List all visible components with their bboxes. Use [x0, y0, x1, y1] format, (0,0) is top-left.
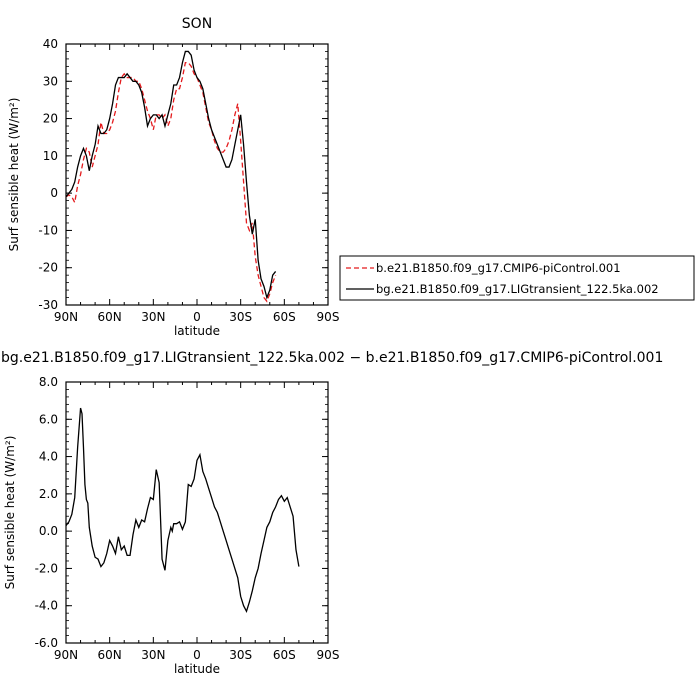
series-line-0	[65, 407, 300, 614]
y-tick-label: -20	[38, 261, 58, 275]
y-tick-label: 6.0	[39, 412, 58, 426]
x-tick-label: 90N	[54, 310, 78, 324]
y-tick-label: 20	[43, 112, 58, 126]
plot-frame	[65, 43, 329, 306]
x-tick-label: 90N	[54, 648, 78, 662]
x-tick-label: 60N	[98, 310, 122, 324]
x-tick-label: 0	[193, 310, 201, 324]
y-tick-label: 2.0	[39, 487, 58, 501]
y-tick-label: 0.0	[39, 524, 58, 538]
plot-frame	[65, 381, 329, 644]
top-panel: 90N 60N 30N 0 30S 60S 90S -30 -20 -10 0 10 20 30 40 lat…	[7, 16, 339, 338]
x-axis-label: latitude	[174, 324, 220, 338]
y-tick-label: 30	[43, 74, 58, 88]
legend-label-0: b.e21.B1850.f09_g17.CMIP6-piControl.001	[376, 261, 621, 275]
x-tick-label: 90S	[317, 310, 340, 324]
y-axis-label: Surf sensible heat (W/m²)	[3, 436, 17, 590]
y-tick-label: 8.0	[39, 375, 58, 389]
series-line-1	[65, 50, 277, 300]
y-tick-label: -6.0	[35, 636, 58, 650]
chart-title: bg.e21.B1850.f09_g17.LIGtransient_122.5k…	[1, 350, 663, 366]
y-tick-label: -2.0	[35, 561, 58, 575]
series-line-0	[65, 61, 277, 303]
bottom-panel: 90N 60N 30N 0 30S 60S 90S -6.0 -4.0 -2.0 0.0 2.0 4.0…	[1, 350, 663, 676]
y-tick-label: -30	[38, 298, 58, 312]
x-tick-label: 0	[193, 648, 201, 662]
x-tick-label: 30N	[141, 648, 165, 662]
x-tick-label: 60N	[98, 648, 122, 662]
y-tick-label: 10	[43, 149, 58, 163]
y-tick-label: 40	[43, 37, 58, 51]
x-tick-label: 30S	[229, 310, 252, 324]
x-tick-label: 60S	[273, 310, 296, 324]
x-axis-label: latitude	[174, 662, 220, 676]
y-axis-label: Surf sensible heat (W/m²)	[7, 98, 21, 252]
x-tick-label: 90S	[317, 648, 340, 662]
y-tick-label: -4.0	[35, 599, 58, 613]
x-tick-label: 60S	[273, 648, 296, 662]
legend: b.e21.B1850.f09_g17.CMIP6-piControl.001b…	[339, 255, 695, 301]
x-tick-label: 30N	[141, 310, 165, 324]
legend-label-1: bg.e21.B1850.f09_g17.LIGtransient_122.5k…	[376, 282, 659, 296]
y-tick-label: 0	[50, 186, 58, 200]
y-tick-label: -10	[38, 223, 58, 237]
legend-box	[339, 255, 695, 301]
y-tick-label: 4.0	[39, 450, 58, 464]
x-tick-label: 30S	[229, 648, 252, 662]
chart-title: SON	[182, 16, 212, 32]
